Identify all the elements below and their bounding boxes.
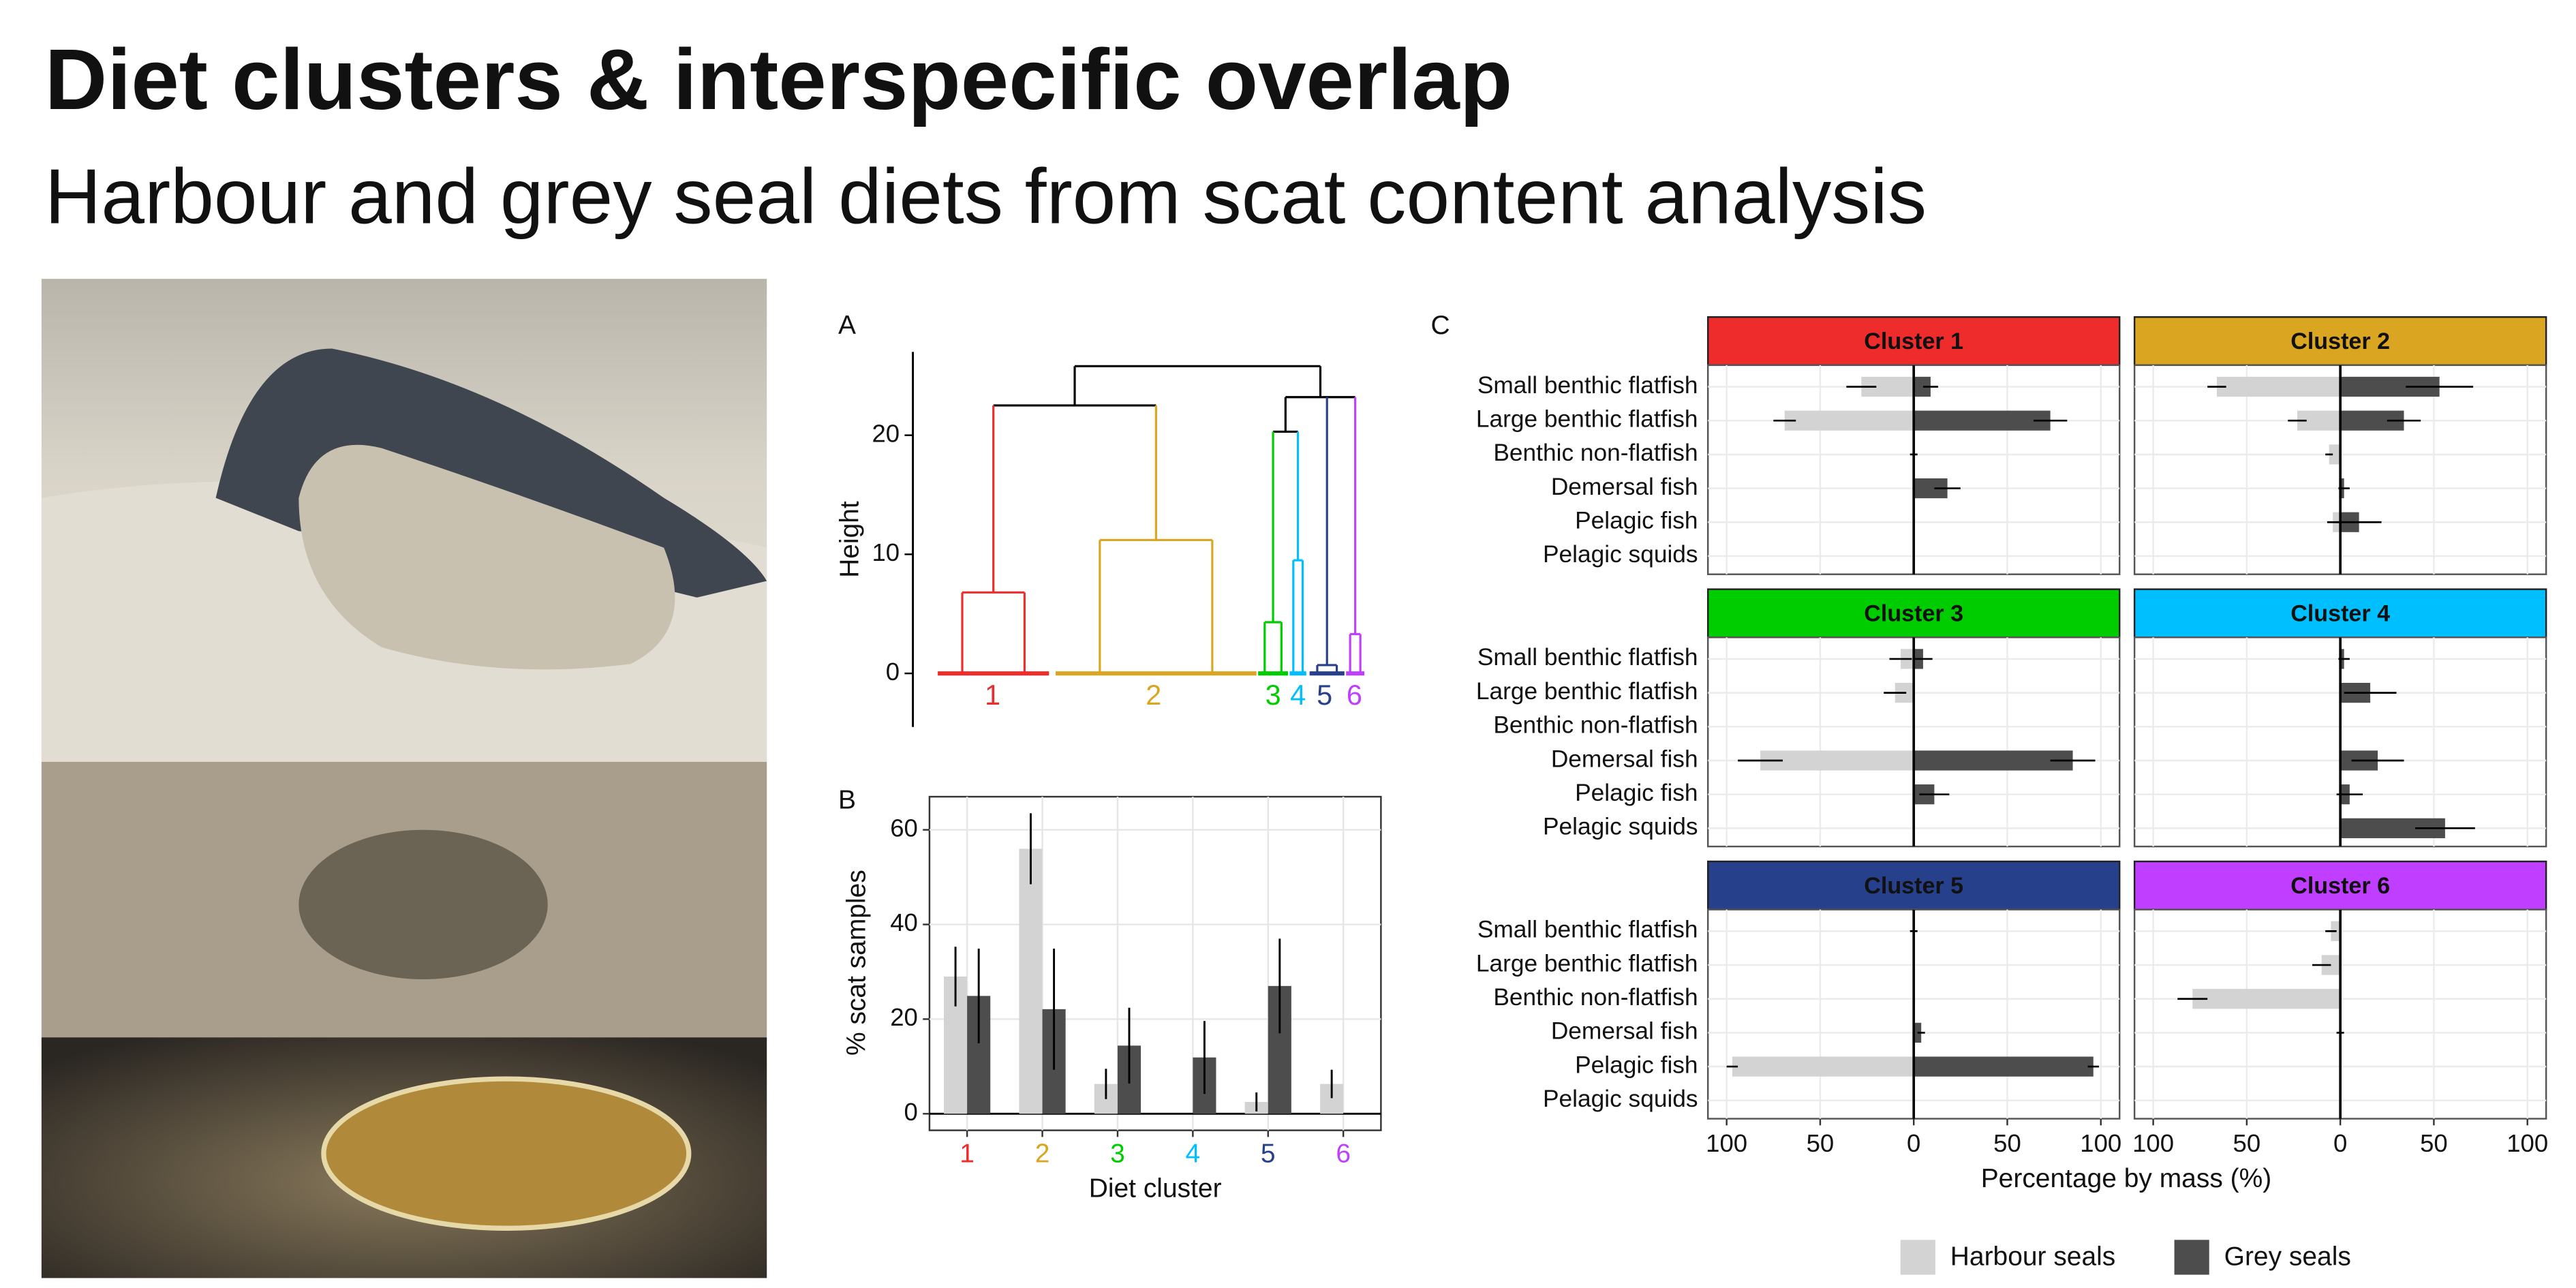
x-tick-label: 1 [960,1139,975,1168]
y-axis-title: Height [835,501,865,578]
scat [298,829,548,979]
y-tick-label: 40 [890,908,918,936]
cluster-label: 4 [1290,679,1306,711]
bar [2192,989,2341,1009]
panel-label: A [838,311,856,340]
category-label: Demersal fish [1551,474,1698,500]
legend-label: Grey seals [2224,1242,2351,1271]
category-label: Small benthic flatfish [1477,372,1698,399]
strip-title: Cluster 1 [1864,328,1963,354]
cluster-label: 6 [1347,679,1362,711]
strip-title: Cluster 6 [2290,873,2390,899]
cluster-label: 3 [1266,679,1281,711]
y-axis-title: % scat samples [842,870,871,1056]
category-label: Pelagic fish [1575,780,1698,806]
category-label: Pelagic squids [1543,541,1698,568]
photos [41,279,767,1278]
category-label: Benthic non-flatfish [1493,440,1698,466]
bar [1914,750,2073,771]
strip [1706,860,2121,910]
legend-swatch [2174,1240,2209,1275]
category-label: Pelagic fish [1575,1052,1698,1078]
cluster-label: 2 [1146,679,1161,711]
category-label: Demersal fish [1551,746,1698,772]
category-label: Small benthic flatfish [1477,644,1698,671]
slide-subtitle: Harbour and grey seal diets from scat co… [45,153,1927,240]
bar [1019,848,1043,1114]
bar [2329,444,2341,465]
cluster-label: 1 [985,679,1000,711]
category-label: Pelagic fish [1575,508,1698,534]
x-tick-label: 0 [2333,1129,2347,1157]
category-label: Large benthic flatfish [1476,950,1698,977]
x-tick-label: 100 [2506,1129,2548,1157]
x-axis-title: Percentage by mass (%) [1981,1164,2272,1193]
x-tick-label: 50 [2233,1129,2261,1157]
strip [1706,588,2121,639]
x-axis-title: Diet cluster [1089,1174,1222,1203]
y-tick-label: 0 [904,1098,918,1126]
petri-dish [321,1076,692,1231]
x-tick-label: 50 [2420,1129,2448,1157]
bar [2216,376,2341,397]
y-tick-label: 10 [872,538,900,566]
bar [1784,410,1914,431]
x-tick-label: 50 [1993,1129,2021,1157]
strip-title: Cluster 2 [2290,328,2390,354]
x-tick-label: 5 [1261,1139,1276,1168]
x-tick-label: 6 [1336,1139,1351,1168]
y-tick-label: 0 [886,658,900,686]
category-label: Large benthic flatfish [1476,406,1698,433]
strip-title: Cluster 3 [1864,600,1963,626]
x-tick-label: 2 [1035,1139,1050,1168]
slide-title: Diet clusters & interspecific overlap [45,31,1512,127]
category-label: Pelagic squids [1543,1086,1698,1112]
legend-label: Harbour seals [1950,1242,2116,1271]
x-tick-label: 4 [1186,1139,1201,1168]
x-tick-label: 0 [1907,1129,1920,1157]
y-tick-label: 20 [872,419,900,447]
plot-area [928,795,1382,1131]
strip [2133,860,2547,910]
bar [1914,1056,2094,1077]
y-tick-label: 60 [890,814,918,842]
cluster-label: 5 [1317,679,1332,711]
category-label: Benthic non-flatfish [1493,712,1698,739]
category-label: Small benthic flatfish [1477,917,1698,943]
strip [2133,316,2547,367]
bar [1914,410,2051,431]
x-tick-label: 50 [1807,1129,1835,1157]
legend-swatch [1900,1240,1935,1275]
strip [2133,588,2547,639]
category-label: Pelagic squids [1543,814,1698,840]
strip-title: Cluster 5 [1864,873,1963,899]
x-tick-label: 100 [2132,1129,2174,1157]
panel-label: B [838,786,856,815]
category-label: Benthic non-flatfish [1493,984,1698,1011]
panel-label: C [1430,311,1450,340]
x-tick-label: 100 [2080,1129,2121,1157]
strip-title: Cluster 4 [2290,600,2390,626]
x-tick-label: 100 [1706,1129,1747,1157]
x-tick-label: 3 [1110,1139,1125,1168]
y-tick-label: 20 [890,1003,918,1031]
harbour-seal [298,444,675,670]
category-label: Demersal fish [1551,1018,1698,1045]
category-label: Large benthic flatfish [1476,678,1698,705]
bar [1760,750,1914,771]
bar [1732,1056,1914,1077]
